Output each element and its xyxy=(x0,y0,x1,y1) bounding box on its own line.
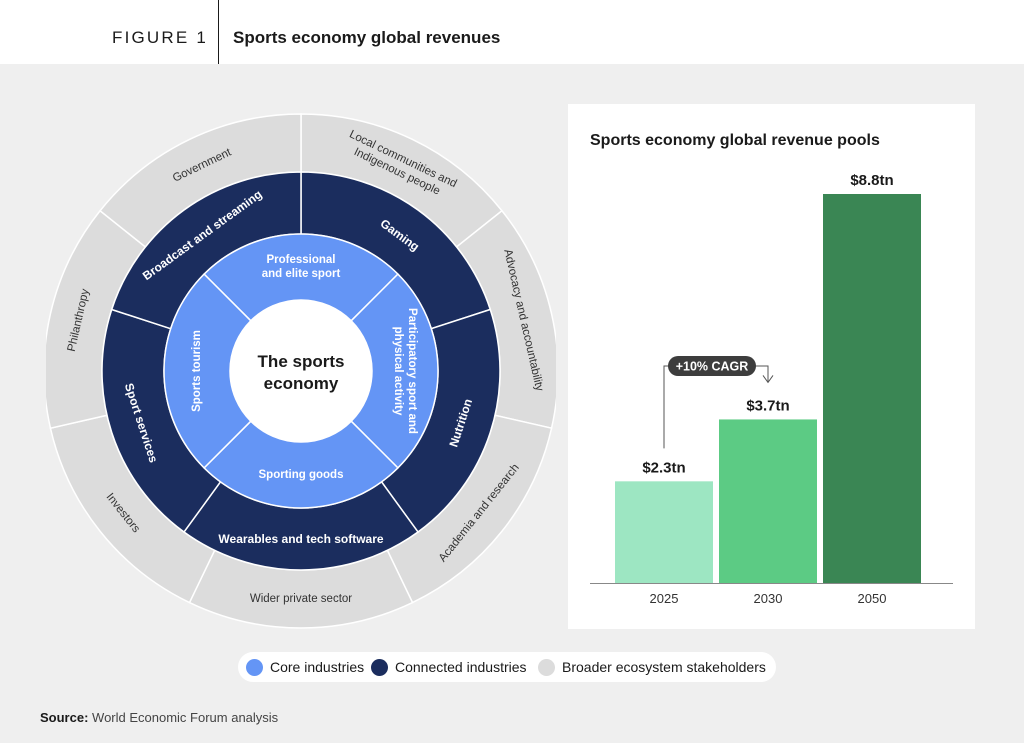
cagr-arrowhead xyxy=(762,375,774,384)
revenue-bar-chart: Sports economy global revenue pools $2.3t… xyxy=(590,132,953,606)
source-text: World Economic Forum analysis xyxy=(92,710,279,725)
cagr-pill xyxy=(668,356,756,376)
cagr-annotation: +10% CAGR xyxy=(663,356,774,449)
legend-swatch-connected xyxy=(371,658,388,676)
revenue-chart-card: Sports economy global revenue pools $2.3t… xyxy=(568,104,975,629)
bar-value-label-2030: $3.7tn xyxy=(746,397,789,414)
legend: Core industries Connected industries Bro… xyxy=(238,652,776,682)
core-industry-label-3: Sports tourism xyxy=(191,330,203,412)
source-note: Source: World Economic Forum analysis xyxy=(40,710,278,725)
legend-item-connected: Connected industries xyxy=(371,652,527,682)
x-tick-label-2030: 2030 xyxy=(754,591,783,606)
bar-value-label-2050: $8.8tn xyxy=(850,172,893,189)
core-industry-label-2: Sporting goods xyxy=(259,469,344,481)
legend-label-core: Core industries xyxy=(270,659,365,675)
chart-title: Sports economy global revenue pools xyxy=(590,132,880,149)
bar-value-label-2025: $2.3tn xyxy=(642,459,685,476)
x-tick-label-2025: 2025 xyxy=(650,591,679,606)
broader-stakeholder-label-3: Wider private sector xyxy=(250,593,352,605)
wheel-center xyxy=(230,300,372,442)
core-industry-label-1: Participatory sport andphysical activity xyxy=(392,308,418,434)
legend-label-broader: Broader ecosystem stakeholders xyxy=(562,659,766,675)
connected-industry-label-2: Wearables and tech software xyxy=(218,532,383,546)
bar-2050 xyxy=(823,194,921,583)
figure-title: Sports economy global revenues xyxy=(233,28,501,47)
legend-swatch-core xyxy=(246,658,263,676)
header-divider xyxy=(218,0,219,64)
legend-item-core: Core industries xyxy=(246,652,364,682)
figure-header: FIGURE 1 Sports economy global revenues xyxy=(0,0,1024,64)
sports-economy-wheel: Local communities andIndigenous peopleAd… xyxy=(46,113,556,629)
cagr-label: +10% CAGR xyxy=(676,360,749,374)
figure-label: FIGURE 1 xyxy=(112,28,209,47)
legend-label-connected: Connected industries xyxy=(395,659,527,675)
bar-2025 xyxy=(615,481,713,583)
core-industry-label-0: Professional and elite sport xyxy=(262,254,341,280)
legend-swatch-broader xyxy=(538,658,555,676)
bar-2030 xyxy=(719,419,817,583)
legend-item-broader: Broader ecosystem stakeholders xyxy=(538,652,766,682)
wheel-center-label: The sports economy xyxy=(258,352,345,393)
x-tick-label-2050: 2050 xyxy=(858,591,887,606)
source-prefix: Source: xyxy=(40,710,89,725)
